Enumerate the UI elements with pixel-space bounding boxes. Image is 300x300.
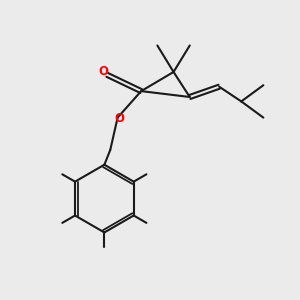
Text: O: O — [98, 65, 108, 79]
Text: O: O — [114, 112, 124, 125]
